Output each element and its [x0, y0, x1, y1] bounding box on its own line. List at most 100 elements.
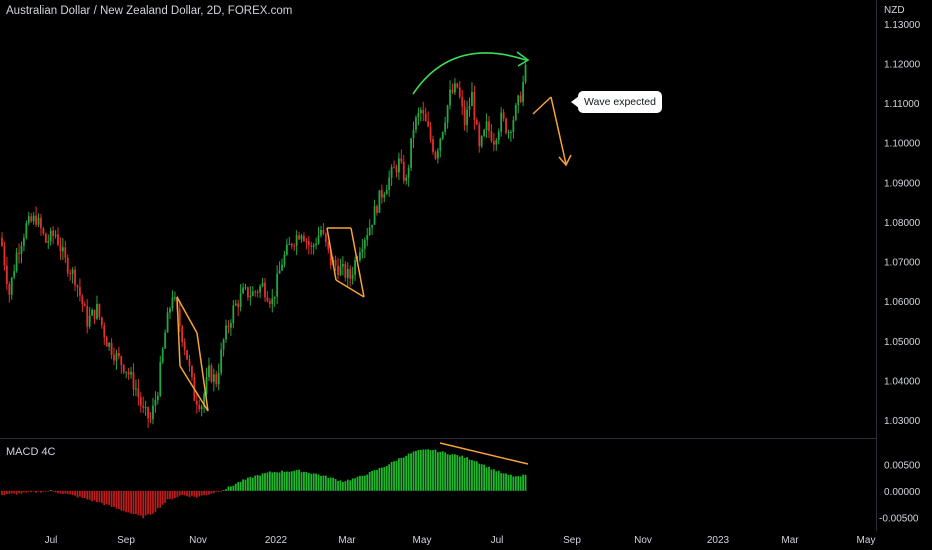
- macd-bar: [310, 473, 313, 491]
- candle-body: [458, 87, 461, 97]
- macd-indicator-label[interactable]: MACD 4C: [6, 446, 56, 458]
- candle-body: [232, 305, 235, 324]
- macd-bar: [312, 473, 315, 491]
- macd-bar: [64, 490, 67, 494]
- macd-bar: [317, 474, 320, 491]
- macd-bar: [276, 472, 279, 491]
- macd-bar: [495, 471, 498, 491]
- candle-body: [480, 136, 483, 147]
- candle-body: [139, 397, 142, 406]
- candle-body: [324, 233, 327, 243]
- price-tick-label: 1.11000: [884, 99, 920, 110]
- price-axis[interactable]: 1.13000 1.12000 1.11000 1.10000 1.09000 1.080…: [879, 20, 921, 524]
- macd-bar: [1, 490, 3, 496]
- candle-body: [47, 241, 50, 243]
- candle-body: [449, 89, 451, 106]
- time-tick-label: Sep: [117, 535, 135, 546]
- macd-bar: [434, 449, 437, 491]
- candle-body: [400, 158, 403, 162]
- macd-bar: [466, 457, 468, 491]
- macd-bar: [227, 486, 230, 491]
- macd-bar: [186, 490, 188, 497]
- macd-bar: [332, 477, 335, 491]
- macd-bar: [512, 476, 515, 491]
- candle-body: [164, 332, 167, 349]
- macd-bar: [342, 482, 344, 491]
- macd-bar: [57, 490, 59, 494]
- candle-body: [154, 399, 157, 406]
- candle-body: [456, 83, 459, 88]
- macd-bar: [417, 449, 420, 491]
- price-candles: [1, 63, 527, 429]
- macd-bar: [388, 464, 391, 491]
- macd-bar: [117, 490, 120, 509]
- time-tick-label: Nov: [634, 535, 652, 546]
- candle-body: [57, 234, 59, 245]
- macd-bar: [52, 490, 55, 492]
- price-tick-label: 1.07000: [884, 258, 921, 269]
- macd-bar: [497, 470, 500, 491]
- trend-line: [532, 96, 552, 115]
- candle-body: [142, 405, 145, 408]
- macd-bar: [195, 490, 198, 498]
- macd-bar: [356, 476, 359, 491]
- candle-body: [522, 81, 524, 102]
- macd-bar: [441, 451, 444, 491]
- candle-body: [156, 395, 159, 400]
- macd-bar: [259, 475, 262, 491]
- macd-bar: [122, 490, 125, 512]
- macd-bar: [346, 479, 349, 491]
- candle-body: [492, 141, 495, 145]
- candle-body: [93, 309, 96, 319]
- macd-bar: [461, 455, 464, 491]
- time-axis[interactable]: Jul Sep Nov 2022 Mar May Jul Sep Nov 2023 Mar May: [45, 535, 876, 546]
- candle-body: [108, 342, 111, 347]
- wave-expected-callout[interactable]: Wave expected: [571, 91, 662, 113]
- candle-body: [317, 235, 320, 244]
- macd-bar: [173, 490, 176, 499]
- macd-bar: [37, 490, 40, 492]
- macd-tick-label: 0.00500: [884, 460, 921, 471]
- candle-body: [320, 229, 322, 236]
- candle-body: [483, 130, 486, 137]
- macd-bar: [8, 490, 11, 494]
- macd-bar: [480, 464, 483, 491]
- macd-bar: [132, 490, 135, 515]
- macd-bar: [59, 490, 62, 494]
- time-tick-label: Sep: [563, 535, 581, 546]
- candle-body: [290, 243, 293, 246]
- candle-body: [371, 224, 374, 228]
- candle-body: [120, 356, 123, 365]
- candle-body: [227, 325, 230, 328]
- trend-line: [179, 365, 209, 412]
- macd-bar: [242, 479, 244, 491]
- candle-body: [10, 277, 13, 295]
- macd-bar: [380, 467, 383, 491]
- macd-bar: [25, 490, 28, 493]
- candle-body: [373, 206, 376, 225]
- macd-histogram: [1, 449, 527, 519]
- macd-bar: [505, 473, 507, 491]
- candle-body: [69, 273, 72, 275]
- macd-bar: [400, 457, 403, 491]
- candle-body: [254, 291, 257, 293]
- macd-bar: [485, 467, 488, 491]
- candle-body: [264, 282, 266, 298]
- candle-body: [261, 282, 264, 287]
- macd-bar: [120, 490, 123, 511]
- candle-body: [354, 260, 356, 275]
- macd-bar: [295, 469, 298, 491]
- candle-body: [412, 129, 415, 139]
- candle-body: [378, 190, 381, 213]
- macd-bar: [344, 481, 347, 491]
- candle-body: [103, 325, 106, 338]
- macd-bar: [424, 449, 427, 491]
- candle-body: [366, 235, 369, 240]
- candle-body: [115, 352, 118, 361]
- wave-arc: [412, 52, 527, 95]
- candle-body: [100, 317, 103, 326]
- candle-body: [242, 287, 244, 294]
- macd-bar: [193, 490, 196, 497]
- macd-bar: [225, 489, 227, 491]
